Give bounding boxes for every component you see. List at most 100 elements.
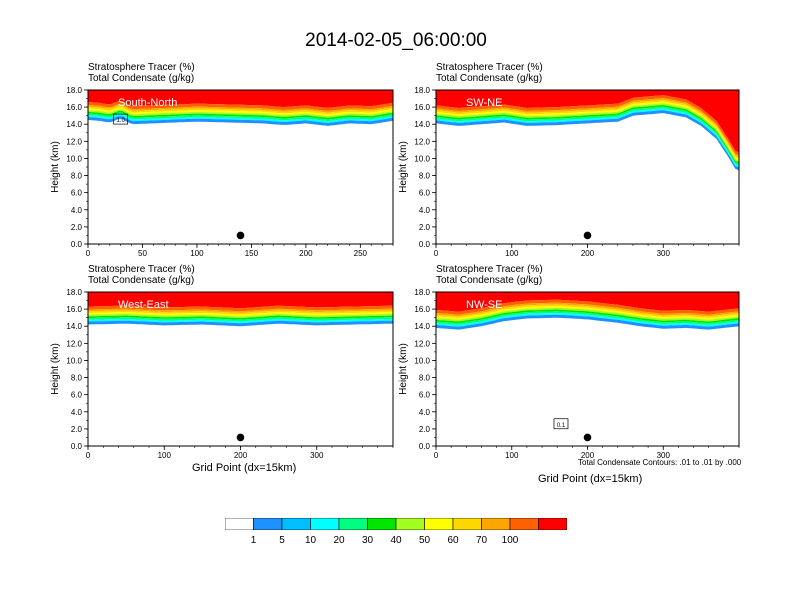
colorbar-label: 70 [475,535,488,546]
y-tick-label: 18.0 [66,288,82,297]
x-tick-label: 100 [505,249,519,258]
panel-label: SW-NE [466,97,502,109]
tracer-band [436,99,739,159]
panel-subtitle: Stratosphere Tracer (%) Total Condensate… [436,62,543,84]
tracer-band [88,313,393,319]
tracer-band [436,105,739,164]
y-tick-label: 18.0 [66,86,82,95]
subtitle-line2: Total Condensate (g/kg) [436,275,543,286]
contour-label-box [113,113,129,125]
y-tick-label: 14.0 [414,120,430,129]
contour-label-box [553,418,569,430]
y-tick-label: 8.0 [419,374,431,383]
y-tick-label: 12.0 [66,339,82,348]
tracer-band [88,114,393,123]
panel-label: NW-SE [466,299,502,311]
y-tick-label: 0.0 [419,240,431,249]
chart-nw-se: NW-SE 0.1 0.0 2.0 4.0 6.0 8.0 10.0 12.0 14.0 16.0 1… [398,288,740,460]
tracer-band [436,311,739,325]
x-tick-label: 100 [190,249,204,258]
colorbar-swatch [281,518,311,530]
contour-note: Total Condensate Contours: .01 to .01 by… [578,458,742,467]
tracer-band [88,107,393,116]
colorbar-swatch [225,518,254,530]
location-marker [236,231,245,240]
subtitle-line1: Stratosphere Tracer (%) [436,264,543,275]
tracer-band [88,105,393,115]
colorbar-label: 60 [447,535,459,546]
tracer-band [436,314,739,330]
tracer-band [436,95,739,156]
chart-west-east: West-East 0.0 2.0 4.0 6.0 8.0 10.0 12.0 14.0 16.0… [50,288,394,460]
x-tick-label: 0 [434,249,439,258]
tracer-band [436,299,739,315]
plot-area: NW-SE 0.1 0.0 2.0 4.0 6.0 8.0 10.0 12.0 14.0 16.0 1… [398,288,740,460]
tracer-band [88,292,393,309]
page-title: 2014-02-05_06:00:00 [305,30,487,51]
y-tick-label: 14.0 [66,120,82,129]
subtitle-line2: Total Condensate (g/kg) [436,73,543,84]
y-tick-label: 16.0 [66,305,82,314]
panel-subtitle: Stratosphere Tracer (%) Total Condensate… [88,62,195,84]
y-tick-label: 16.0 [66,103,82,112]
y-tick-label: 10.0 [66,356,82,365]
colorbar-swatch [452,518,482,530]
tracer-band [88,109,393,118]
y-tick-label: 0.0 [71,240,83,249]
y-tick-label: 6.0 [71,189,83,198]
colorbar-label: 40 [390,535,402,546]
tracer-band [436,101,739,161]
location-marker [583,231,592,240]
tracer-band [88,101,393,111]
y-tick-label: 0.0 [71,442,83,451]
y-tick-label: 8.0 [71,374,83,383]
colorbar-swatch [538,518,567,530]
x-tick-label: 300 [657,451,671,460]
x-tick-label: 300 [657,249,671,258]
x-tick-label: 0 [86,451,91,460]
y-tick-label: 14.0 [66,322,82,331]
tracer-band [88,104,393,113]
y-axis-label: Height (km) [50,343,61,395]
panel-subtitle: Stratosphere Tracer (%) Total Condensate… [436,264,543,286]
y-tick-label: 6.0 [419,391,431,400]
tracer-band [436,108,739,168]
colorbar-swatch [509,518,539,530]
x-tick-label: 250 [354,249,368,258]
tracer-band [436,307,739,322]
contour-label: 0.1 [557,423,566,429]
colorbar [225,518,567,530]
tracer-band [88,312,393,317]
colorbar-label: 50 [418,535,431,546]
panel-label: South-North [118,97,177,109]
x-tick-label: 0 [434,451,439,460]
tracer-band [436,292,739,312]
x-tick-label: 200 [581,451,595,460]
chart-south-north: South-North 1.0 0.0 2.0 4.0 6.0 8.0 10.0 12.0 14.… [50,86,394,258]
colorbar-swatch [395,518,425,530]
colorbar-label: 5 [279,535,285,546]
y-tick-label: 10.0 [414,154,430,163]
tracer-band [436,313,739,327]
x-tick-label: 50 [138,249,147,258]
y-tick-label: 12.0 [66,137,82,146]
tracer-band [88,315,393,320]
x-tick-label: 150 [245,249,259,258]
y-tick-label: 2.0 [419,425,431,434]
colorbar-label: 100 [501,535,519,546]
x-tick-label: 100 [158,451,172,460]
tracer-band [436,306,739,320]
y-tick-label: 2.0 [71,425,83,434]
y-tick-label: 6.0 [71,391,83,400]
y-tick-label: 4.0 [71,206,83,215]
y-tick-label: 6.0 [419,189,431,198]
y-tick-label: 8.0 [419,172,431,181]
colorbar-label: 20 [333,535,345,546]
x-axis-label: Grid Point (dx=15km) [538,473,643,485]
panel-subtitle: Stratosphere Tracer (%) Total Condensate… [88,264,195,286]
tracer-band [436,90,739,153]
tracer-band [88,319,393,324]
colorbar-swatch [338,518,368,530]
location-marker [583,433,592,442]
colorbar-swatch [310,518,340,530]
